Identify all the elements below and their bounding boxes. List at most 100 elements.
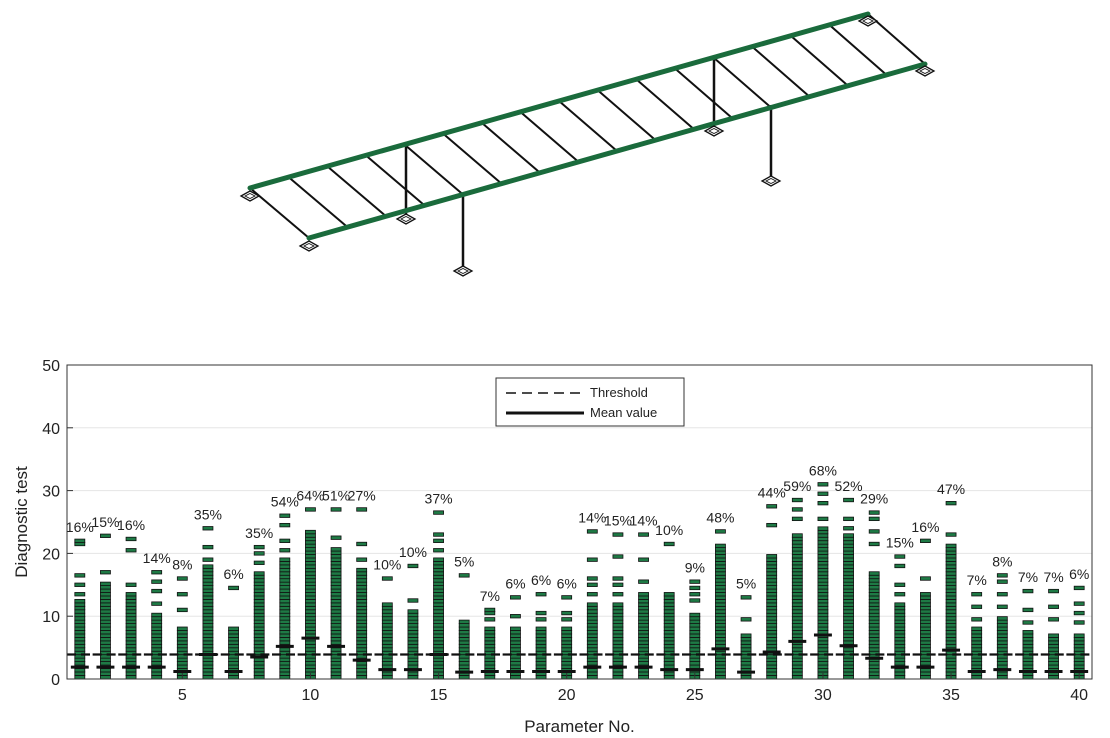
data-point [843,571,854,576]
data-point [458,647,470,652]
data-point [894,616,906,621]
percent-label: 27% [348,487,376,503]
data-point [715,640,726,645]
data-point [996,664,1008,669]
data-point [433,636,444,642]
data-point [1048,640,1059,645]
percent-label: 14% [578,509,606,525]
data-point [330,588,342,593]
bridge-front-girder [306,61,928,241]
data-point [817,543,829,549]
data-point [843,647,854,652]
data-point [791,533,803,538]
data-point [151,570,163,575]
data-point [817,578,829,583]
data-point [305,643,316,649]
data-point [638,602,649,607]
data-point [100,619,111,625]
data-point [868,661,880,666]
data-point [715,588,726,593]
data-point [996,604,1008,609]
data-point [407,598,419,603]
data-point [202,643,214,649]
data-point [740,643,752,649]
data-point [228,661,239,666]
data-point [74,623,86,628]
data-point [715,619,726,625]
data-point [638,636,649,642]
data-point [791,560,803,566]
data-point [766,522,778,528]
data-point [817,482,829,487]
data-point [817,540,829,545]
data-point [151,612,163,618]
data-point [202,609,214,614]
data-point [279,661,291,666]
data-point [920,623,931,628]
data-point [689,616,701,621]
percent-label: 15% [91,514,119,530]
data-point [843,661,854,666]
data-point [74,616,86,621]
data-point [920,671,931,676]
data-point [945,643,957,649]
data-point [356,595,368,600]
percent-label: 7% [1018,569,1038,585]
data-point [868,588,880,593]
data-point [663,661,675,666]
data-point [791,633,803,638]
data-point [433,619,444,625]
data-point [561,595,573,600]
data-point [740,640,752,645]
bridge-cross-member [558,100,618,152]
data-point [433,668,444,673]
x-tick-label: 20 [558,687,576,704]
data-point [663,592,675,597]
data-point [330,605,342,611]
percent-label: 6% [557,575,577,591]
y-tick-label: 10 [42,609,60,626]
percent-label: 51% [322,487,350,503]
data-point [458,626,470,631]
data-point [253,657,265,662]
bridge-support [395,213,417,225]
data-point [458,630,470,635]
percent-label: 16% [117,517,145,533]
data-point [868,541,880,547]
data-point [689,626,701,631]
data-point [971,633,983,638]
data-point [458,640,470,645]
data-point [433,626,444,631]
data-point [945,574,957,580]
data-point [305,550,316,555]
data-point [305,619,316,625]
data-point [843,605,854,611]
data-point [381,671,393,676]
percent-label: 16% [911,519,939,535]
data-point [202,636,214,642]
data-point [945,630,957,635]
data-point [433,578,444,583]
data-point [791,657,803,662]
data-point [817,609,829,614]
data-point [279,633,291,638]
data-point [715,543,726,549]
data-point [305,626,316,631]
data-point [305,630,316,635]
data-point [202,657,214,662]
data-point [1073,601,1085,606]
data-point [458,573,470,578]
data-point [715,547,726,552]
data-point [586,529,598,534]
data-point [638,595,649,600]
data-point [996,661,1008,666]
data-point [971,643,983,649]
data-point [125,674,137,680]
bridge-cross-member [442,132,503,185]
data-point [817,602,829,607]
data-point [279,605,291,611]
data-point [766,602,778,607]
data-point [202,602,214,607]
data-point [612,582,624,587]
data-point [253,585,265,590]
